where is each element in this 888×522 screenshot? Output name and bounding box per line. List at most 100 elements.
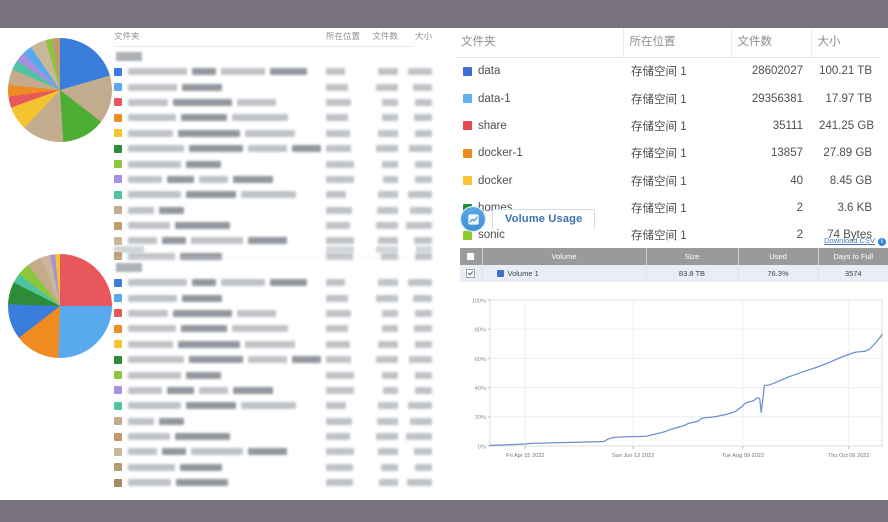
table-row[interactable] [114, 306, 432, 321]
redacted-text [128, 479, 172, 487]
folder-name: share [478, 119, 507, 132]
size-cell [398, 129, 432, 137]
file-count-cell [366, 129, 398, 137]
size-cell [398, 83, 432, 91]
download-csv-link[interactable]: Download CSV [824, 236, 875, 245]
redacted-text [375, 222, 398, 230]
vu-col-volume[interactable]: Volume [482, 248, 647, 265]
redacted-text [408, 191, 432, 199]
col-header-filecount-1[interactable]: 文件数 [372, 31, 398, 41]
color-swatch [114, 67, 122, 76]
info-icon[interactable]: i [878, 238, 886, 246]
window-bottom-bar [0, 500, 888, 522]
table-row[interactable] [114, 352, 432, 367]
redacted-text [189, 356, 243, 364]
redacted-text [409, 356, 432, 364]
size-cell [398, 402, 432, 410]
location-cell: 存储空间 1 [623, 167, 731, 195]
table-row[interactable] [114, 367, 432, 382]
location-cell [326, 325, 366, 333]
table-row[interactable] [114, 110, 432, 125]
table-row[interactable] [114, 95, 432, 110]
col-header-location[interactable]: 所在位置 [622, 28, 731, 58]
svg-text:100%: 100% [472, 298, 486, 304]
folder-name-cell [114, 278, 326, 287]
table-row[interactable]: docker 存储空间 1 40 8.45 GB [455, 167, 880, 195]
table-row[interactable] [114, 233, 432, 248]
table-row[interactable] [114, 141, 432, 156]
color-swatch [114, 144, 122, 153]
row-checkbox[interactable] [466, 268, 476, 278]
file-count-cell [366, 237, 398, 245]
table-row[interactable] [114, 414, 432, 429]
col-header-folder[interactable]: 文件夹 [455, 28, 623, 58]
volume-usage-header: Volume Usage [460, 206, 888, 232]
folder-row-list-2 [114, 275, 432, 490]
table-row[interactable]: data 存储空间 1 28602027 100.21 TB [455, 57, 880, 86]
svg-text:Tue Aug 09 2022: Tue Aug 09 2022 [722, 453, 764, 459]
table-row[interactable] [114, 64, 432, 79]
col-header-folder-1[interactable]: 文件夹 [114, 31, 140, 41]
redacted-text [381, 309, 398, 317]
redacted-text [381, 252, 398, 260]
redacted-text [326, 433, 351, 441]
redacted-text [191, 237, 243, 245]
table-row[interactable] [114, 172, 432, 187]
table-row[interactable] [114, 460, 432, 475]
col-header-size-1[interactable]: 大小 [414, 31, 432, 41]
redacted-text [377, 237, 398, 245]
location-cell [326, 294, 366, 302]
redacted-text [406, 479, 432, 487]
col-header-size[interactable]: 大小 [810, 28, 880, 58]
table-row[interactable] [114, 156, 432, 171]
location-cell [326, 279, 366, 287]
table-row[interactable] [114, 203, 432, 218]
redacted-text [128, 294, 177, 302]
table-row[interactable] [114, 249, 432, 264]
vu-col-used[interactable]: Used [738, 248, 819, 265]
size-cell [398, 340, 432, 348]
size-cell [398, 68, 432, 76]
table-row[interactable]: sonic 存储空间 1 2 74 Bytes [455, 222, 880, 249]
table-row[interactable] [114, 275, 432, 290]
select-all-header[interactable] [460, 248, 483, 265]
table-row[interactable] [114, 337, 432, 352]
pie-chart-1-graphic [8, 38, 112, 142]
table-row[interactable]: share 存储空间 1 35111 241.25 GB [455, 112, 880, 141]
table-row[interactable] [114, 475, 432, 490]
table-row[interactable] [114, 79, 432, 94]
redacted-text [270, 279, 308, 287]
size-cell [398, 145, 432, 153]
col-header-filecount[interactable]: 文件数 [730, 28, 811, 58]
col-header-location-1[interactable]: 所在位置 [326, 31, 361, 41]
table-row[interactable] [114, 383, 432, 398]
table-row[interactable] [114, 126, 432, 141]
vu-col-size[interactable]: Size [646, 248, 739, 265]
redacted-text [198, 386, 229, 394]
table-row[interactable]: Volume 1 83.8 TB 76.3% 3574 [460, 265, 888, 282]
redacted-text [247, 145, 288, 153]
table-row[interactable] [114, 187, 432, 202]
download-csv-row: Download CSV i [460, 232, 888, 248]
table-row[interactable] [114, 321, 432, 336]
redacted-text [414, 129, 432, 137]
size-cell [398, 114, 432, 122]
table-row[interactable]: data-1 存储空间 1 29356381 17.97 TB [455, 84, 880, 113]
table-row[interactable] [114, 429, 432, 444]
table-row[interactable] [114, 218, 432, 233]
location-cell [326, 417, 366, 425]
redacted-text [128, 386, 163, 394]
table-row[interactable] [114, 290, 432, 305]
size-cell: 100.21 TB [811, 57, 880, 86]
table-row[interactable] [114, 398, 432, 413]
color-swatch [114, 129, 122, 138]
redacted-text [128, 206, 154, 214]
table-row[interactable]: docker-1 存储空间 1 13857 27.89 GB [455, 139, 880, 168]
select-all-checkbox[interactable] [466, 251, 476, 261]
chart-badge-icon [460, 206, 486, 232]
row-select-cell[interactable] [460, 265, 483, 282]
table-row[interactable] [114, 444, 432, 459]
vu-col-days-to-full[interactable]: Days to Full [818, 248, 888, 265]
